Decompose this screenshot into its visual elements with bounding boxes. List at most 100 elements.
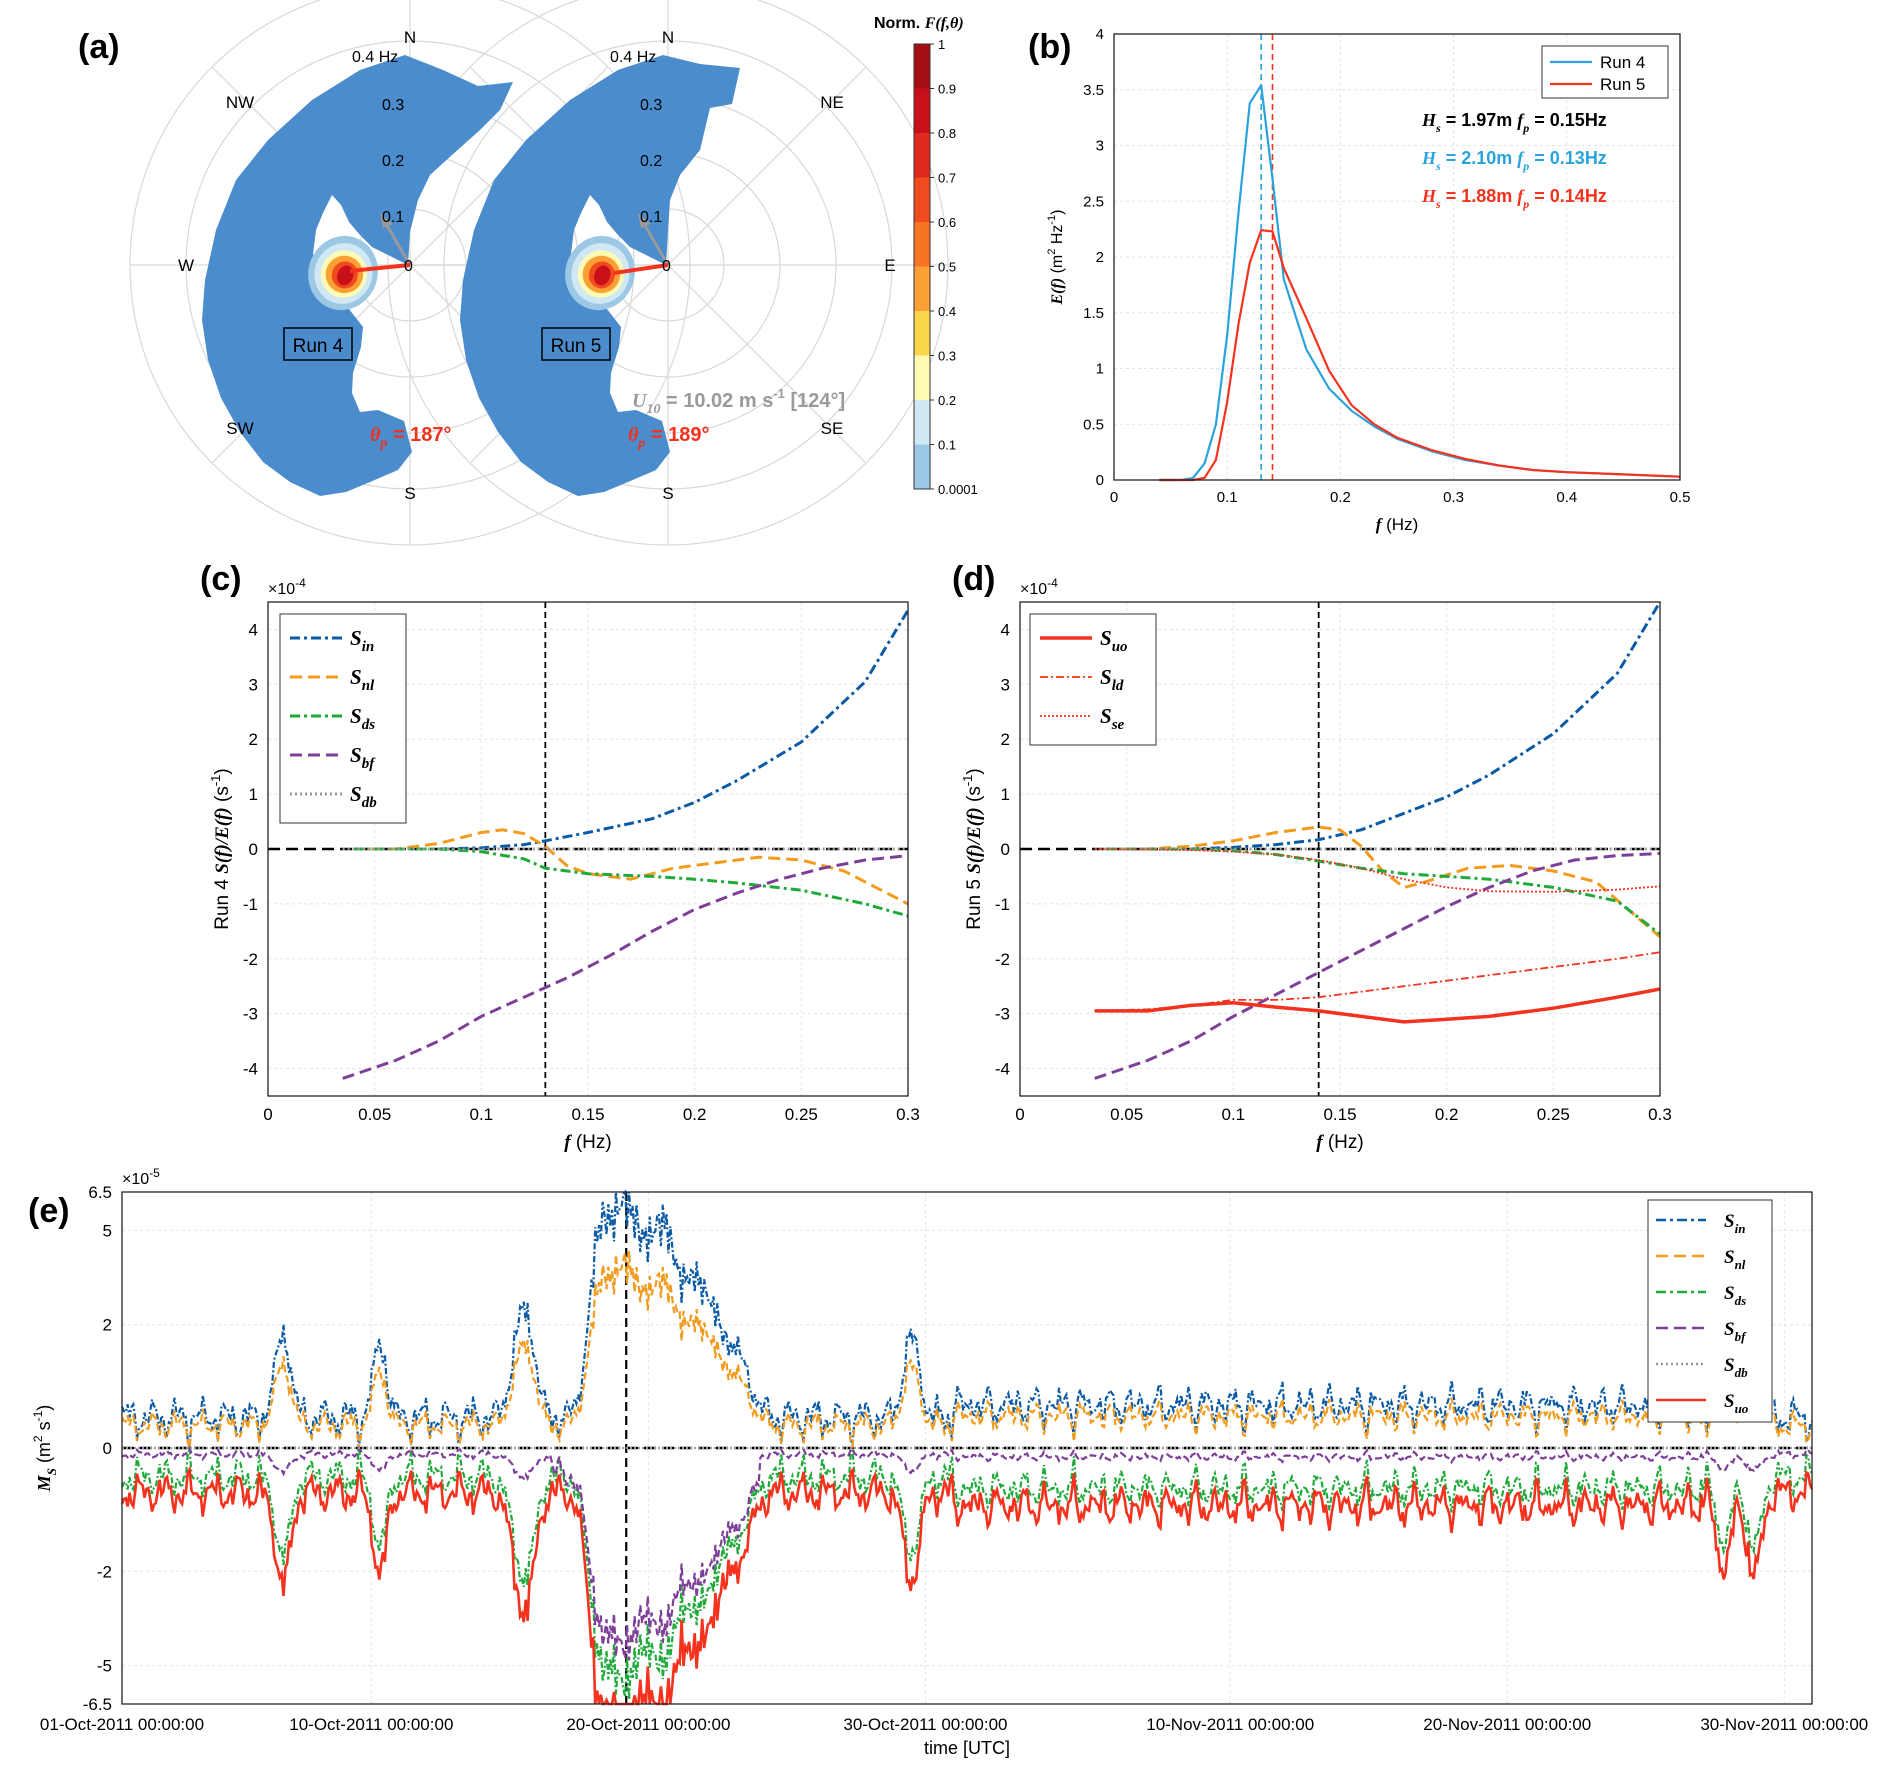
- y-tick-label: 3: [249, 675, 258, 694]
- legend-box: [279, 613, 407, 824]
- y-tick-label: -4: [995, 1060, 1010, 1079]
- legend-label: Sbf: [350, 743, 376, 772]
- panel-label-b: (b): [1028, 28, 1071, 66]
- x-tick-label: 0: [263, 1105, 272, 1124]
- legend-label: Run 4: [1600, 53, 1645, 72]
- run5-wind-arrow: [641, 221, 670, 266]
- x-tick-label: 30-Oct-2011 00:00:00: [843, 1715, 1007, 1734]
- series-line-S-ds: [120, 1447, 1814, 1700]
- x-tick-label: 0: [1015, 1105, 1024, 1124]
- y-tick-label: -4: [243, 1060, 258, 1079]
- y-tick-label: 2: [103, 1316, 112, 1335]
- axis-exponent: ×10-5: [122, 1166, 160, 1188]
- ring-label-01-left: 0.1: [382, 209, 404, 226]
- colorbar-segment: [914, 400, 930, 445]
- axes-frame: [121, 1191, 1813, 1705]
- ring-label-02-left: 0.2: [382, 153, 404, 170]
- colorbar-tick-label: 0.9: [938, 82, 956, 97]
- run5-spectrum-fill: [460, 55, 740, 496]
- x-tick-label: 10-Oct-2011 00:00:00: [289, 1715, 453, 1734]
- contour-level: [594, 265, 611, 286]
- y-tick-label: 6.5: [88, 1183, 112, 1202]
- run5-peak-contours: [565, 235, 635, 311]
- series-line-S-bf: [1094, 851, 1661, 1080]
- x-tick-label: 0.1: [470, 1105, 494, 1124]
- panel-label-c: (c): [200, 560, 242, 598]
- x-tick-label: 30-Nov-2011 00:00:00: [1700, 1715, 1868, 1734]
- x-tick-label: 0.25: [1537, 1105, 1570, 1124]
- y-tick-label: -1: [995, 895, 1010, 914]
- run5-label: Run 5: [551, 336, 602, 357]
- colorbar-segment: [914, 311, 930, 356]
- axes-frame: [267, 601, 909, 1097]
- legend-label: Suo: [1724, 1391, 1749, 1416]
- x-axis-label: f (Hz): [564, 1132, 611, 1153]
- ring-label-0-left: 0: [404, 258, 413, 275]
- y-tick-label: 5: [103, 1221, 112, 1240]
- legend-label: Sbf: [1724, 1319, 1747, 1344]
- x-tick-label: 0.4: [1556, 489, 1577, 506]
- hs-fp-annotation: Hs = 1.97m fp = 0.15Hz: [1421, 110, 1607, 135]
- x-tick-label: 20-Oct-2011 00:00:00: [566, 1715, 730, 1734]
- colorbar-tick-label: 0.6: [938, 215, 956, 230]
- chart-b-spectrum: 0 0.1 0.2 0.3 0.4 0.5 0 0.5 1 1.5 2 2.5 3 3.5 4 Run 4 Ru…: [1046, 26, 1690, 534]
- axis-exponent: ×10-4: [1020, 576, 1058, 598]
- colorbar-segment: [914, 222, 930, 267]
- x-tick-label: 0.2: [1330, 489, 1351, 506]
- colorbar-tick-label: 0.8: [938, 126, 956, 141]
- y-tick-label: 0: [1096, 472, 1104, 489]
- legend-label: Sdb: [350, 782, 377, 811]
- colorbar-tick-label: 1: [938, 37, 945, 52]
- y-tick-label: 3.5: [1083, 82, 1104, 99]
- colorbar-tick-label: 0.4: [938, 304, 956, 319]
- x-tick-label: 0.3: [1443, 489, 1464, 506]
- y-tick-label: 1.5: [1083, 305, 1104, 322]
- legend-label: Run 5: [1600, 75, 1645, 94]
- y-tick-label: 3: [1096, 138, 1104, 155]
- colorbar-segment: [914, 355, 930, 401]
- series-line-S-in: [120, 1189, 1814, 1449]
- y-tick-label: 3: [1001, 675, 1010, 694]
- compass-n-right: N: [662, 28, 674, 47]
- y-tick-label: 1: [1096, 361, 1104, 378]
- run4-peak-direction: [349, 263, 411, 273]
- colorbar-segment: [914, 444, 930, 490]
- compass-s-left: S: [404, 484, 415, 503]
- y-tick-label: -6.5: [83, 1695, 112, 1714]
- y-tick-label: 0: [1001, 840, 1010, 859]
- legend-label: Sin: [350, 626, 374, 655]
- ring-label-04-right: 0.4 Hz: [610, 49, 656, 66]
- run4-spectrum-fill: [202, 55, 513, 496]
- series-line-S-bf: [342, 854, 909, 1080]
- y-axis-label: Run 5 S(f)/E(f) (s-1): [960, 768, 985, 929]
- x-tick-label: 0.25: [785, 1105, 818, 1124]
- ring-label-02-right: 0.2: [640, 153, 662, 170]
- x-tick-label: 20-Nov-2011 00:00:00: [1423, 1715, 1591, 1734]
- ring-label-03-right: 0.3: [640, 97, 662, 114]
- x-tick-label: 01-Oct-2011 00:00:00: [40, 1715, 204, 1734]
- ring-label-01-right: 0.1: [640, 209, 662, 226]
- x-tick-label: 0.2: [683, 1105, 707, 1124]
- colorbar: 1 0.9 0.8 0.7 0.6 0.5 0.4 0.3 0.2 0.1 0.0001: [913, 37, 978, 497]
- x-axis-label: time [UTC]: [924, 1738, 1010, 1758]
- x-tick-label: 0.05: [1110, 1105, 1143, 1124]
- y-tick-label: 2: [1001, 730, 1010, 749]
- colorbar-tick-label: 0.5: [938, 260, 956, 275]
- legend-label: Sds: [350, 704, 375, 733]
- y-tick-label: 2: [1096, 249, 1104, 266]
- legend-label: Sdb: [1724, 1355, 1748, 1380]
- polar-plot: N N NE E SE S S SW W NW 0.4 Hz 0.3 0.2 0…: [129, 0, 949, 546]
- colorbar-tick-label: 0.1: [938, 438, 956, 453]
- y-tick-label: 4: [1096, 26, 1104, 43]
- x-tick-label: 0: [1110, 489, 1118, 506]
- axis-exponent: ×10-4: [268, 576, 306, 598]
- colorbar-segment: [914, 133, 930, 178]
- y-tick-label: 1: [1001, 785, 1010, 804]
- colorbar-tick-label: 0.0001: [938, 482, 978, 497]
- y-tick-label: 0.5: [1083, 416, 1104, 433]
- colorbar-title: Norm. F(f,θ): [874, 15, 964, 32]
- colorbar-tick-label: 0.2: [938, 393, 956, 408]
- x-tick-label: 0.15: [571, 1105, 604, 1124]
- colorbar-segment: [914, 44, 930, 89]
